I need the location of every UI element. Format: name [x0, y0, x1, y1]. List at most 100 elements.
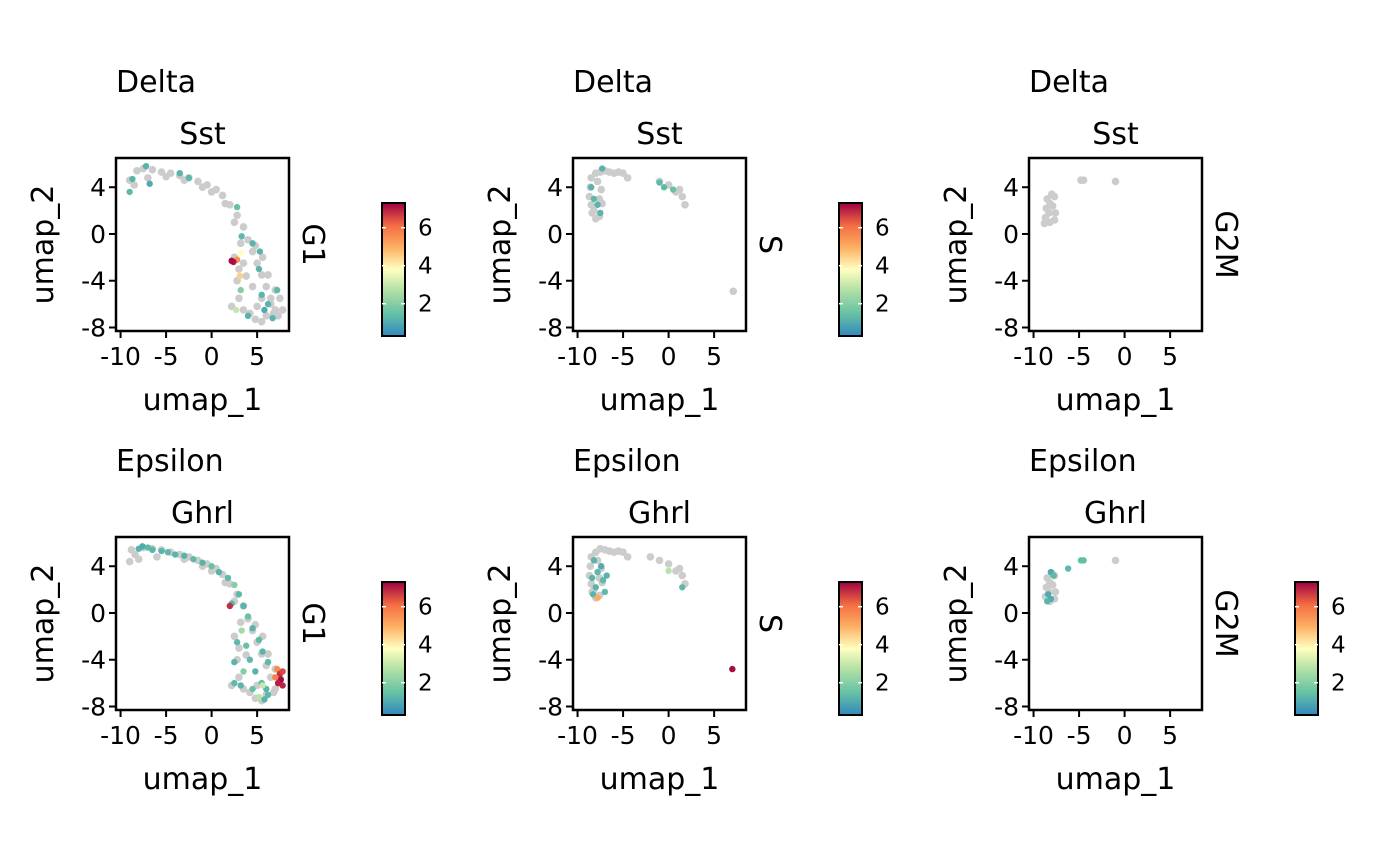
- expression-point: [1080, 557, 1087, 564]
- gene-title: Ghrl: [1084, 496, 1147, 531]
- background-point: [264, 271, 272, 279]
- expression-point: [669, 186, 677, 193]
- background-point: [266, 294, 275, 303]
- expression-point: [226, 602, 234, 610]
- y-tick-label: 0: [1003, 220, 1019, 249]
- colorbar-tick-label: 4: [418, 254, 433, 280]
- background-point: [681, 200, 689, 209]
- background-point: [253, 302, 261, 311]
- background-point: [664, 560, 673, 568]
- expression-point: [244, 613, 252, 620]
- background-point: [235, 673, 243, 682]
- background-point: [242, 651, 251, 659]
- background-point: [1111, 556, 1120, 565]
- gene-title: Ghrl: [171, 496, 234, 531]
- y-axis-title: umap_2: [26, 564, 61, 684]
- expression-point: [237, 249, 244, 256]
- background-point: [1111, 177, 1120, 186]
- expression-point: [273, 665, 281, 673]
- expression-point: [594, 594, 601, 601]
- colorbar-tick-label: 2: [875, 671, 890, 697]
- background-point: [239, 223, 248, 231]
- x-tick-label: 5: [1162, 342, 1178, 371]
- expression-point: [231, 679, 238, 687]
- expression-point: [279, 682, 286, 689]
- expression-point: [231, 581, 238, 589]
- expression-point: [258, 291, 265, 298]
- x-tick-label: 0: [204, 721, 220, 750]
- expression-point: [599, 577, 607, 584]
- x-tick-label: -10: [557, 721, 598, 750]
- background-point: [207, 567, 216, 575]
- colorbar: [838, 581, 863, 716]
- expression-point: [255, 636, 263, 644]
- y-tick-label: -8: [538, 313, 563, 342]
- y-tick-label: -8: [994, 313, 1019, 342]
- x-tick-label: -5: [611, 721, 636, 750]
- phase-label: S: [752, 614, 787, 633]
- expression-point: [656, 179, 663, 186]
- background-point: [257, 271, 266, 279]
- expression-point: [232, 306, 240, 314]
- background-point: [233, 211, 241, 220]
- expression-point: [1050, 572, 1057, 579]
- expression-point: [603, 572, 610, 579]
- y-axis-title: umap_2: [939, 185, 974, 305]
- expression-point: [588, 574, 596, 582]
- background-point: [646, 553, 655, 561]
- expression-point: [261, 306, 268, 314]
- expression-point: [142, 162, 150, 170]
- x-tick-label: 5: [706, 342, 722, 371]
- colorbar: [381, 202, 406, 337]
- background-point: [236, 618, 245, 627]
- expression-point: [264, 658, 272, 666]
- colorbar-tick-label: 4: [418, 633, 433, 659]
- background-point: [619, 548, 627, 556]
- y-tick-label: 4: [1003, 552, 1019, 581]
- panel-frame: [114, 535, 291, 712]
- background-point: [239, 259, 248, 268]
- background-point: [162, 172, 170, 181]
- x-tick-label: -10: [100, 342, 141, 371]
- y-tick-label: -4: [538, 267, 563, 296]
- background-point: [236, 239, 245, 248]
- background-point: [1050, 192, 1059, 201]
- panel-frame: [114, 156, 291, 333]
- x-tick-label: 5: [249, 721, 265, 750]
- colorbar-tick-label: 6: [418, 216, 433, 242]
- expression-point: [185, 174, 193, 182]
- background-point: [248, 282, 257, 291]
- colorbar-tick-label: 2: [418, 292, 433, 318]
- x-tick-label: -10: [557, 342, 598, 371]
- gene-title: Sst: [636, 117, 683, 152]
- colorbar-tick-label: 6: [1331, 595, 1346, 621]
- background-point: [248, 247, 257, 256]
- gene-title: Sst: [179, 117, 226, 152]
- background-point: [157, 168, 166, 176]
- background-point: [1048, 202, 1057, 210]
- background-point: [587, 200, 596, 209]
- expression-point: [237, 286, 244, 294]
- expression-point: [190, 556, 197, 563]
- y-tick-label: 4: [1003, 173, 1019, 202]
- background-point: [1051, 588, 1060, 596]
- phase-label: G1: [295, 223, 330, 265]
- background-point: [253, 259, 261, 268]
- expression-point: [588, 184, 595, 191]
- expression-point: [146, 180, 153, 187]
- expression-point: [598, 165, 606, 172]
- phase-label: S: [752, 235, 787, 254]
- background-point: [194, 177, 202, 186]
- expression-point: [273, 286, 281, 294]
- background-point: [590, 206, 598, 215]
- group-title: Epsilon: [116, 444, 224, 479]
- background-point: [1041, 213, 1050, 222]
- background-point: [218, 191, 227, 200]
- expression-point: [238, 233, 245, 240]
- expression-point: [238, 627, 245, 634]
- expression-point: [590, 557, 598, 564]
- expression-point: [240, 602, 247, 610]
- background-point: [251, 315, 260, 324]
